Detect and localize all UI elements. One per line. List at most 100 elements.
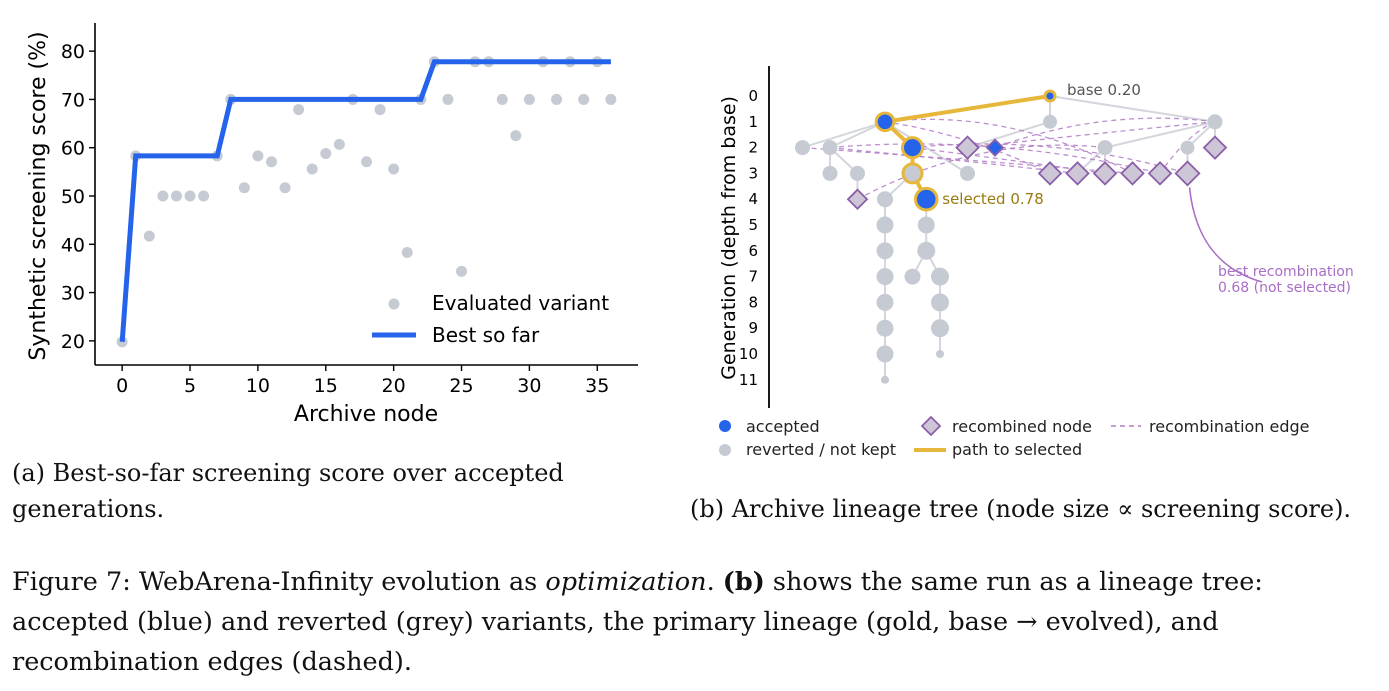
y-tick-label: 8 <box>748 293 758 311</box>
reverted-node <box>1180 140 1195 155</box>
reverted-node <box>931 293 949 312</box>
y-tick-label: 50 <box>61 186 85 208</box>
figure-caption-rest: shows the same run as a lineage tree: ac… <box>12 567 1263 677</box>
reverted-node <box>901 162 924 185</box>
reverted-node <box>876 268 894 286</box>
tree-edge <box>1104 120 1216 149</box>
reverted-node <box>877 191 893 208</box>
caption-a: (a) Best-so-far screening score over acc… <box>12 459 564 523</box>
tree-edge <box>1049 95 1216 123</box>
recombination-edge <box>967 121 1216 149</box>
recombined-node <box>1202 135 1228 160</box>
recombination-edge <box>857 144 1106 200</box>
recombination-edge <box>884 118 1133 174</box>
scatter-point <box>306 163 318 175</box>
base-annotation: base 0.20 <box>1067 81 1141 99</box>
recombined-node <box>955 135 980 160</box>
legend-path-label: path to selected <box>952 440 1082 459</box>
scatter-point <box>442 93 454 105</box>
scatter-point <box>496 93 508 105</box>
x-tick-label: 10 <box>246 375 270 397</box>
figure-caption-prefix: Figure 7: WebArena-Infinity evolution as <box>12 567 546 597</box>
y-tick-label: 4 <box>748 190 758 208</box>
scatter-point <box>157 190 169 202</box>
y-tick-label: 10 <box>739 345 758 363</box>
recombined-node <box>846 188 869 210</box>
recombination-edge <box>994 117 1216 149</box>
scatter-point <box>456 265 468 277</box>
scatter-point <box>238 182 250 194</box>
scatter-point <box>388 163 400 175</box>
legend-label-line: Best so far <box>432 323 540 347</box>
scatter-point <box>510 130 522 142</box>
legend-recombined-marker <box>920 415 942 437</box>
scatter-point <box>605 93 617 105</box>
y-tick-label: 9 <box>748 319 758 337</box>
recombined-node <box>985 138 1005 157</box>
scatter-point <box>143 230 155 242</box>
reverted-node <box>917 216 935 234</box>
reverted-node <box>876 216 894 234</box>
reverted-node <box>931 267 949 286</box>
scatter-point <box>184 190 196 202</box>
legend-accepted-label: accepted <box>746 417 820 436</box>
recombination-edge <box>802 146 1133 175</box>
panel-a-chart: 20 30 40 50 60 70 80 0 5 10 15 20 25 30 35 Archive node… <box>26 23 638 427</box>
x-tick-label: 35 <box>585 375 609 397</box>
recombined-node <box>1037 161 1063 186</box>
recombination-edge <box>912 143 1188 175</box>
legend-recombined-label: recombined node <box>952 417 1092 436</box>
y-tick-label: 1 <box>748 113 758 131</box>
y-tick-label: 3 <box>748 164 758 182</box>
legend-recomb-edge-label: recombination edge <box>1149 417 1310 436</box>
legend-accepted-marker <box>719 420 731 432</box>
reverted-node <box>931 319 949 338</box>
x-tick-label: 25 <box>449 375 473 397</box>
legend-scatter-marker <box>388 298 400 310</box>
scatter-point <box>333 138 345 150</box>
reverted-node <box>876 319 894 337</box>
accepted-node <box>874 111 896 133</box>
y-tick-label: 2 <box>748 139 758 157</box>
y-tick-label: 30 <box>61 283 85 305</box>
reverted-node <box>822 165 838 181</box>
reverted-node <box>876 293 894 311</box>
y-tick-label: 80 <box>61 41 85 63</box>
y-tick-label: 70 <box>61 89 85 111</box>
reverted-node <box>904 268 921 285</box>
reverted-node <box>850 165 865 181</box>
x-tick-label: 5 <box>184 375 196 397</box>
scatter-point <box>361 156 372 168</box>
reverted-node <box>822 140 838 156</box>
x-tick-label: 15 <box>314 375 338 397</box>
legend-label-scatter: Evaluated variant <box>432 291 609 315</box>
accepted-node <box>913 186 939 212</box>
reverted-node <box>1043 114 1057 129</box>
y-tick-label: 40 <box>61 234 85 256</box>
tree-legend: accepted reverted / not kept recombined no… <box>719 415 1310 459</box>
recombined-node <box>1147 161 1173 186</box>
lineage-path-edge <box>883 94 1052 124</box>
x-tick-label: 30 <box>517 375 541 397</box>
legend-reverted-label: reverted / not kept <box>746 440 896 459</box>
reverted-node <box>876 242 894 260</box>
figure-caption-bold: (b) <box>722 567 765 597</box>
y-axis-label: Generation (depth from base) <box>718 96 740 380</box>
reverted-node <box>876 345 894 363</box>
tree-edge <box>967 120 1051 149</box>
accepted-node <box>1043 89 1057 103</box>
scatter-point <box>293 104 305 116</box>
legend-reverted-marker <box>719 444 731 456</box>
recombined-node <box>1092 161 1118 186</box>
reverted-node <box>960 165 975 181</box>
scatter-point <box>523 93 535 105</box>
y-tick-label: 20 <box>61 331 85 353</box>
recombined-node <box>1174 160 1201 187</box>
reverted-node <box>881 375 889 384</box>
figure-caption-italic: optimization <box>545 567 707 597</box>
y-tick-label: 6 <box>748 242 758 260</box>
y-tick-label: 7 <box>748 268 758 286</box>
reverted-node <box>917 241 936 260</box>
y-tick-label: 5 <box>748 216 758 234</box>
